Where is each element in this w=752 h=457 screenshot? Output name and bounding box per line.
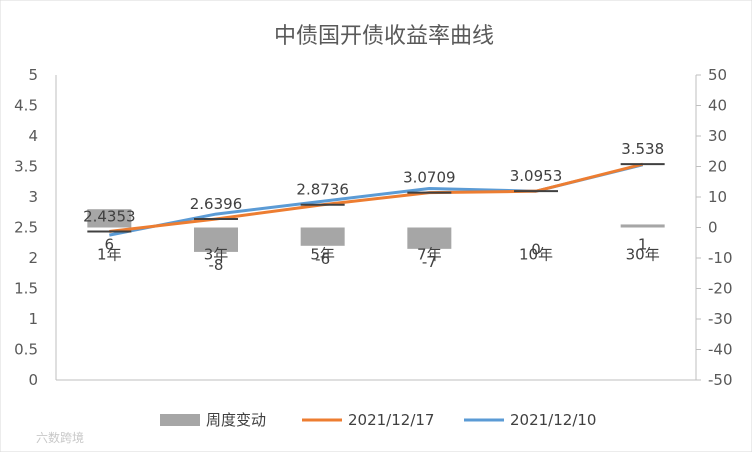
y-left-tick-label: 4.5 [14,97,38,115]
bar-data-label: 1 [638,236,648,254]
x-tick-label: 7年 [417,246,442,264]
x-tick-label: 5年 [310,246,335,264]
data-labels: 1年 3年 5年 7年 10年 30年 6 -8 -6 -7 0 1 2.4353 2.6396 2.873… [83,140,664,274]
legend-swatch-bar [160,414,200,426]
bar-weekly-change [87,209,132,228]
line-data-label: 2.8736 [296,181,349,199]
line-data-label: 3.538 [621,140,664,158]
y-right-tick-label: -40 [708,341,733,359]
y-right-tick-label: -10 [708,249,733,267]
x-tick-label: 10年 [519,246,553,264]
y-right-tick-label: 20 [708,158,727,176]
bar-data-label: -6 [315,250,330,268]
y-right-tick-label: 40 [708,97,727,115]
y-left-tick-label: 2 [28,249,38,267]
bar-weekly-change [300,227,345,246]
y-left-tick-label: 5 [28,66,38,84]
legend-label: 周度变动 [206,411,266,429]
line-data-label: 2.4353 [83,207,136,225]
y-left-tick-label: 0 [28,371,38,389]
y-left-tick-label: 3.5 [14,158,38,176]
y-right-tick-label: 10 [708,188,727,206]
bar-series [87,209,665,252]
legend-label: 2021/12/17 [348,411,434,429]
y-right-tick-label: 30 [708,127,727,145]
bar-data-label: -8 [209,256,224,274]
y-left-tick-label: 2.5 [14,219,38,237]
y-left-tick-label: 4 [28,127,38,145]
y-right-tick-label: 0 [708,219,718,237]
legend: 周度变动 2021/12/17 2021/12/10 [160,411,596,429]
x-tick-label: 3年 [204,246,229,264]
y-left-tick-label: 1 [28,310,38,328]
bar-weekly-change [620,224,665,228]
x-tick-label: 1年 [97,246,122,264]
y-left-tick-label: 0.5 [14,341,38,359]
y-right-tick-label: -30 [708,310,733,328]
bar-data-label: 6 [105,236,115,254]
line-data-label: 2.6396 [190,195,243,213]
line-data-label: 3.0709 [403,169,456,187]
bar-data-label: 0 [531,241,541,259]
line-series-2021-12-17 [109,162,644,233]
axes: 00.511.522.533.544.55-50-40-30-20-100102… [14,66,732,389]
bar-weekly-change [407,227,452,249]
y-left-tick-label: 1.5 [14,280,38,298]
x-tick-label: 30年 [626,246,660,264]
y-right-tick-label: -50 [708,371,733,389]
y-right-tick-label: 50 [708,66,727,84]
chart-title: 中债国开债收益率曲线 [274,24,494,49]
y-left-tick-label: 3 [28,188,38,206]
line-series [87,162,665,237]
bar-weekly-change [194,227,238,252]
legend-label: 2021/12/10 [510,411,596,429]
line-data-label: 3.0953 [510,167,563,185]
bar-data-label: -7 [422,253,437,271]
watermark-text: 六数跨境 [36,430,84,445]
y-right-tick-label: -20 [708,280,733,298]
